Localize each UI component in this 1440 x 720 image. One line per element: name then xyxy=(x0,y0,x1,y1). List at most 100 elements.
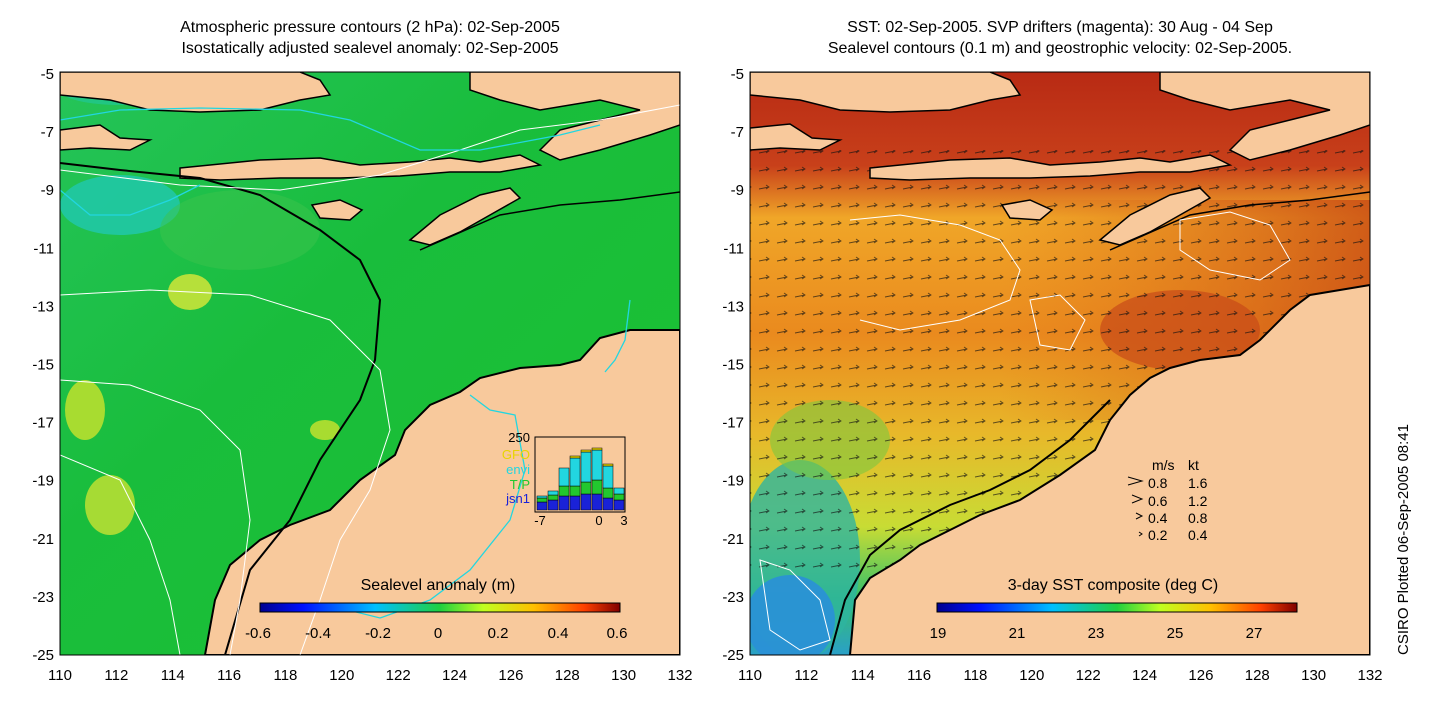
sst-cool-patch xyxy=(750,575,835,655)
right-title-line1: SST: 02-Sep-2005. SVP drifters (magenta)… xyxy=(847,19,1273,36)
inset-bar xyxy=(558,485,570,497)
inset-legend-envi: envi xyxy=(506,462,530,477)
left-colorbar-tick: -0.6 xyxy=(245,625,271,642)
left-lon-tick: 124 xyxy=(442,667,467,684)
right-lon-tick: 116 xyxy=(907,667,931,684)
left-colorbar-label: Sealevel anomaly (m) xyxy=(361,577,516,594)
velocity-legend-ms: 0.2 xyxy=(1148,527,1168,543)
sla-light-patch xyxy=(160,190,320,270)
coast-contour xyxy=(299,394,526,619)
left-colorbar-tick: -0.4 xyxy=(305,625,331,642)
left-colorbar-tick: 0.2 xyxy=(488,625,509,642)
left-lat-tick: -11 xyxy=(33,240,54,257)
left-lat-tick: -9 xyxy=(41,182,54,199)
right-lon-tick: 130 xyxy=(1301,667,1326,684)
velocity-arrow-glyph xyxy=(1135,512,1144,520)
right-colorbar-tick: 23 xyxy=(1088,625,1105,642)
java-land xyxy=(750,72,1022,113)
bathymetry-contour xyxy=(829,399,1111,655)
left-colorbar xyxy=(259,602,621,613)
sealevel-contour xyxy=(849,214,1021,331)
velocity-legend-ms: 0.4 xyxy=(1148,510,1168,526)
sla-cyan-patch xyxy=(60,175,180,235)
lesser-sunda-land xyxy=(869,154,1233,181)
right-colorbar-tick: 21 xyxy=(1009,625,1026,642)
north-land xyxy=(1159,72,1370,161)
right-lon-tick: 118 xyxy=(963,667,987,684)
inset-legend-jsn1: jsn1 xyxy=(505,491,530,506)
velocity-legend-kt: 1.6 xyxy=(1188,475,1208,491)
right-lat-tick: -23 xyxy=(722,589,744,606)
left-lon-tick: 128 xyxy=(555,667,580,684)
north-land xyxy=(469,72,680,161)
inset-x-tick: -7 xyxy=(534,513,546,528)
left-colorbar-tick: 0.4 xyxy=(548,625,569,642)
inset-bar xyxy=(580,493,592,511)
right-lon-tick: 126 xyxy=(1188,667,1213,684)
left-map-frame xyxy=(59,71,681,656)
right-lat-tick: -13 xyxy=(722,298,744,315)
left-lon-tick: 112 xyxy=(104,667,128,684)
right-lat-tick: -7 xyxy=(731,124,744,141)
right-lon-tick: 120 xyxy=(1019,667,1044,684)
left-lat-tick: -13 xyxy=(32,298,54,315)
left-lon-tick: 120 xyxy=(329,667,354,684)
velocity-legend-kt: 0.8 xyxy=(1188,510,1208,526)
left-lat-tick: -5 xyxy=(41,66,54,83)
velocity-legend-ms: 0.8 xyxy=(1148,475,1168,491)
sla-yellow-patch xyxy=(85,475,135,535)
left-lon-tick: 126 xyxy=(498,667,523,684)
credit-label: CSIRO Plotted 06-Sep-2005 08:41 xyxy=(1395,424,1412,655)
right-lon-tick: 132 xyxy=(1357,667,1382,684)
coast-contour xyxy=(60,107,601,151)
right-lat-tick: -17 xyxy=(722,415,744,432)
altimetry-inset: 250 -7 0 3 GFO envi T/P jsn1 xyxy=(502,430,628,528)
inset-bar xyxy=(613,499,625,511)
velocity-legend-kt: 0.4 xyxy=(1188,527,1208,543)
inset-bar xyxy=(580,451,592,483)
left-lon-tick: 122 xyxy=(386,667,411,684)
inset-bar xyxy=(591,493,603,511)
velocity-arrow-glyph xyxy=(1127,476,1144,486)
right-lat-tick: -25 xyxy=(722,647,744,664)
inset-y-tick: 250 xyxy=(508,430,530,445)
left-map-title: Atmospheric pressure contours (2 hPa): 0… xyxy=(60,17,680,59)
right-lat-tick: -19 xyxy=(722,473,744,490)
inset-x-tick: 0 xyxy=(595,513,602,528)
lesser-sunda-land xyxy=(750,123,843,151)
pressure-contour xyxy=(60,289,391,655)
left-title-line2: Isostatically adjusted sealevel anomaly:… xyxy=(181,40,559,57)
inset-x-tick: 3 xyxy=(620,513,627,528)
right-lat-tick: -9 xyxy=(731,182,744,199)
inset-bar xyxy=(591,449,603,481)
right-colorbar-tick: 19 xyxy=(930,625,947,642)
lesser-sunda-land xyxy=(179,154,543,181)
velocity-arrow-glyph xyxy=(1138,531,1143,537)
sealevel-contour xyxy=(1179,211,1291,281)
inset-bar xyxy=(602,487,614,499)
inset-bar xyxy=(547,499,559,511)
right-lat-tick: -5 xyxy=(731,66,744,83)
inset-bar xyxy=(569,485,581,497)
inset-bar xyxy=(602,463,614,467)
right-map-title: SST: 02-Sep-2005. SVP drifters (magenta)… xyxy=(750,17,1370,59)
inset-bar xyxy=(569,457,581,487)
right-lon-tick: 110 xyxy=(738,667,762,684)
inset-bar xyxy=(580,481,592,495)
axis-ticks: -5 -7 -9 -11 -13 -15 -17 -19 -21 -23 -25 110 112 114 1… xyxy=(32,66,1382,684)
inset-bar xyxy=(536,497,548,503)
lesser-sunda-land xyxy=(60,124,153,151)
right-map-frame xyxy=(749,71,1371,656)
left-lat-tick: -25 xyxy=(32,647,54,664)
inset-bar xyxy=(536,501,548,511)
sumba-land xyxy=(310,199,364,221)
java-land xyxy=(60,72,332,113)
right-map: m/s kt 0.8 1.6 0.6 1.2 0.4 0.8 0.2 0.4 3… xyxy=(750,72,1370,655)
inset-bar xyxy=(558,495,570,511)
left-lon-tick: 114 xyxy=(161,667,185,684)
right-lat-tick: -15 xyxy=(722,357,744,374)
right-lon-tick: 128 xyxy=(1245,667,1270,684)
left-title-line1: Atmospheric pressure contours (2 hPa): 0… xyxy=(180,19,560,36)
left-lat-tick: -19 xyxy=(32,473,54,490)
